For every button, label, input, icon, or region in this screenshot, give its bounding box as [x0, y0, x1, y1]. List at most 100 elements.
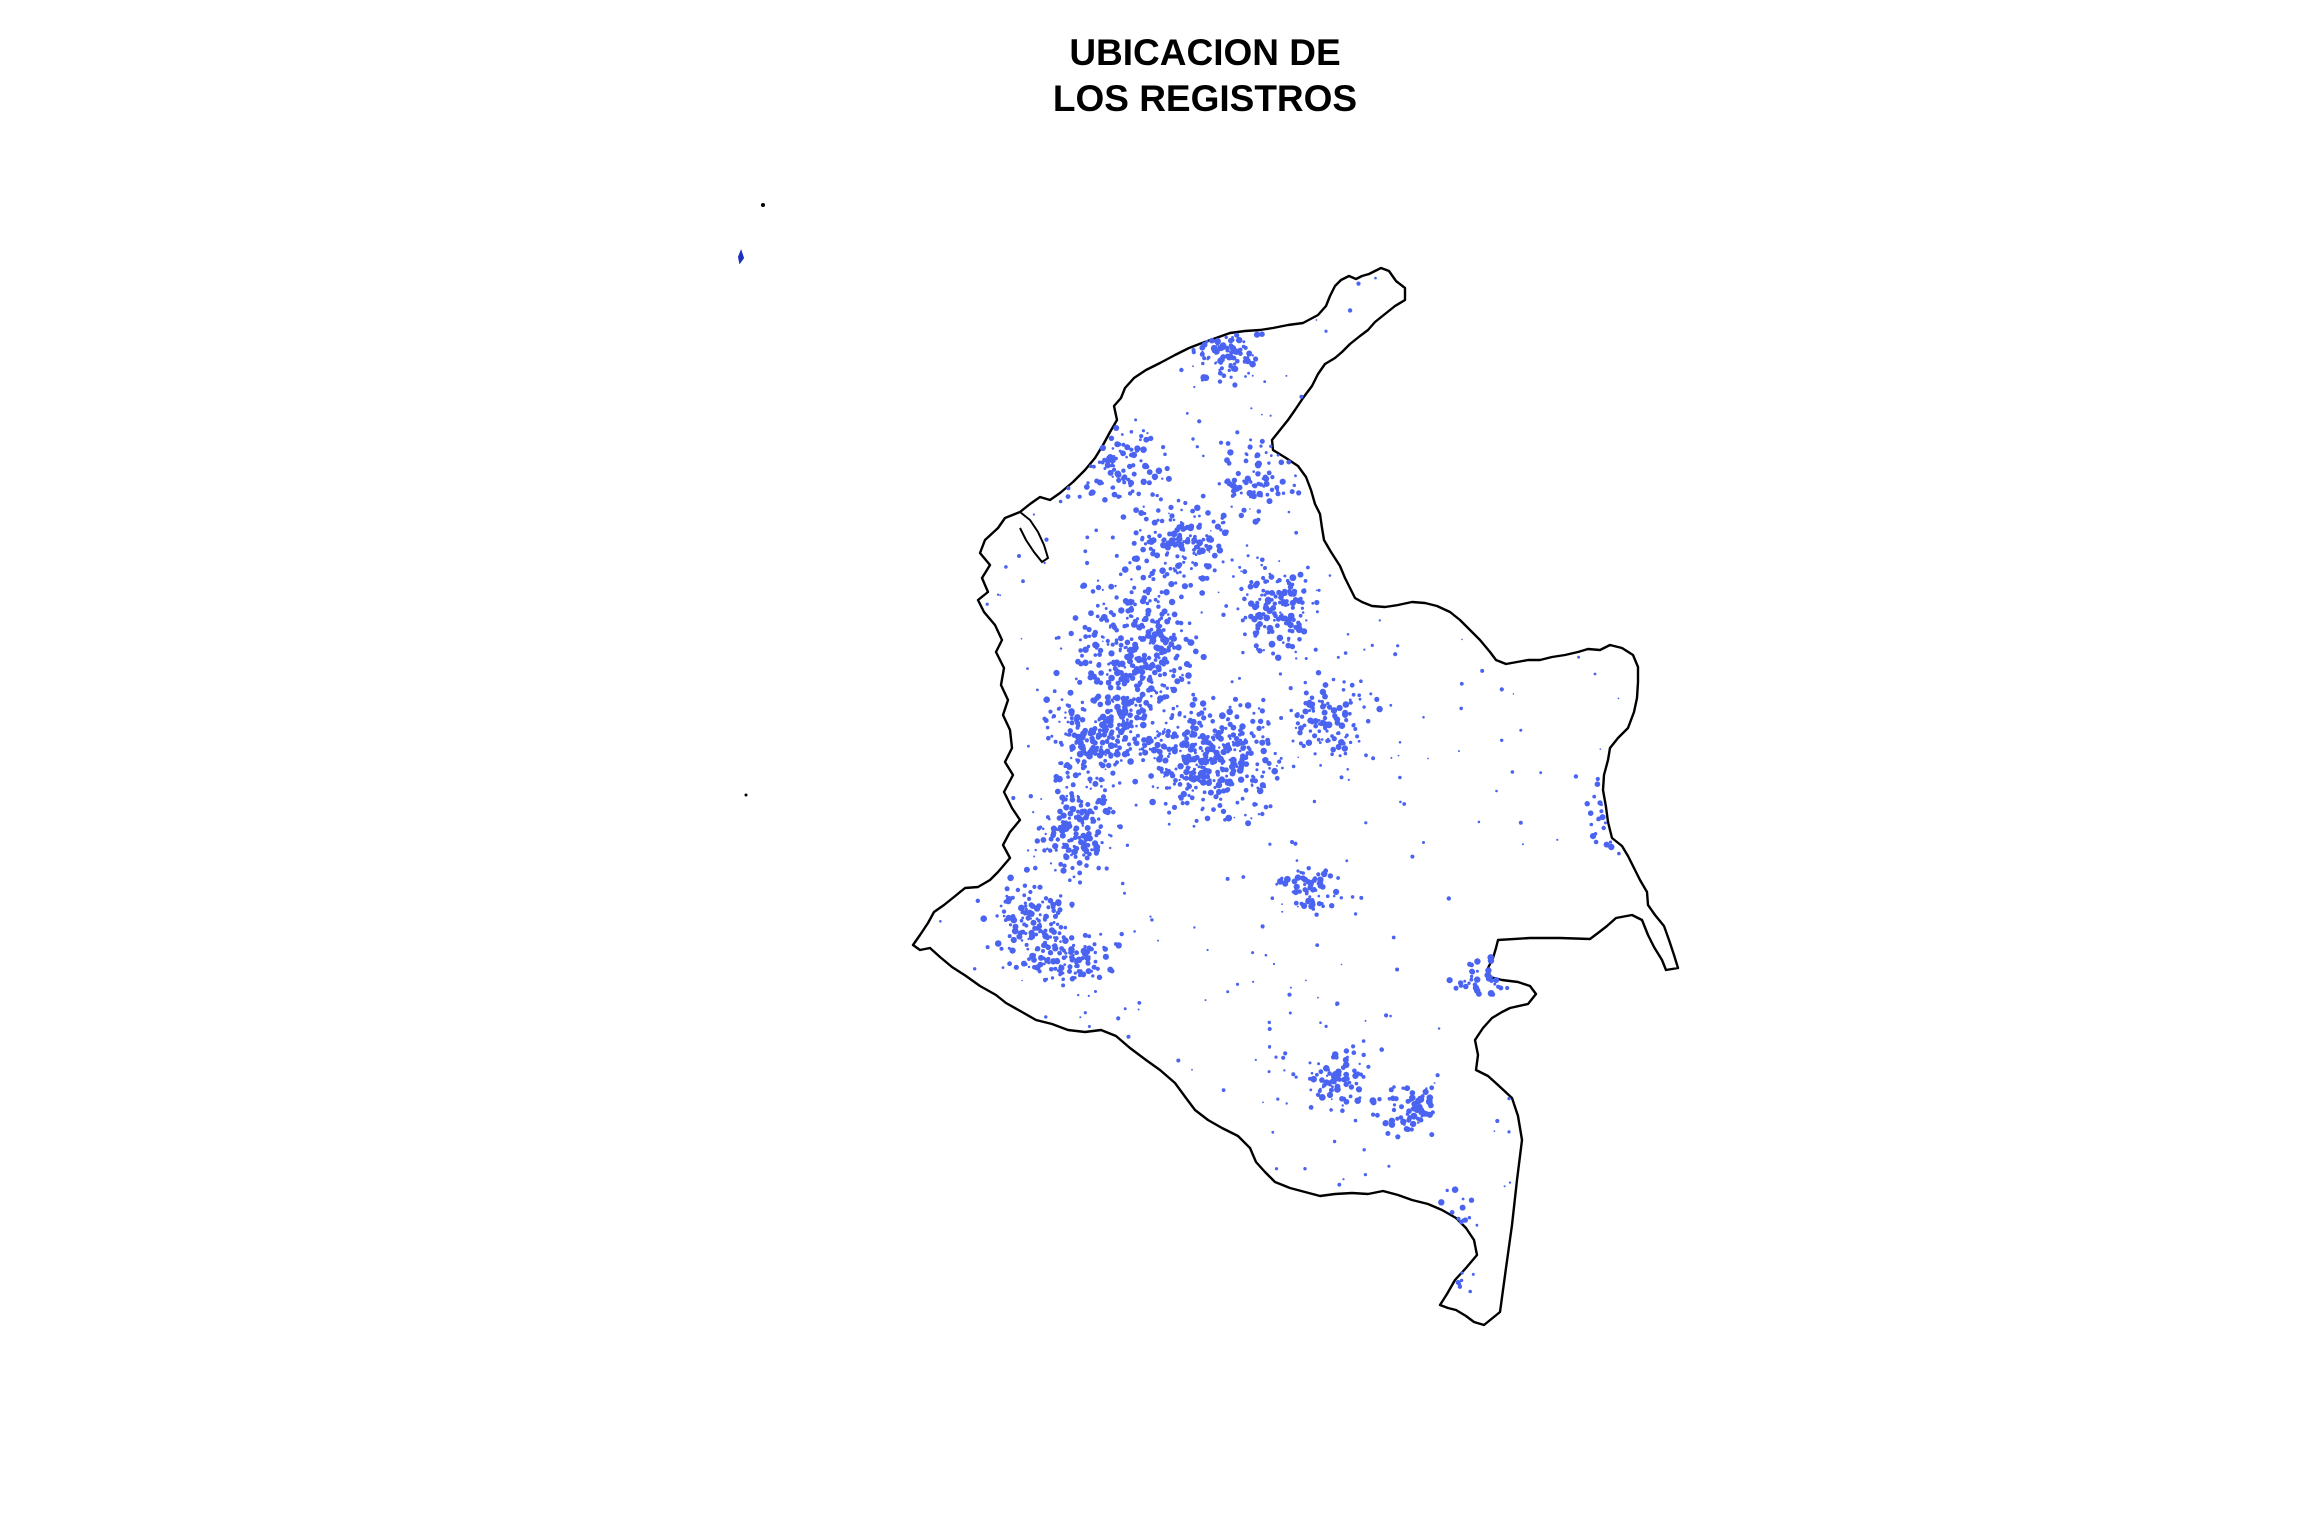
record-point	[1075, 758, 1078, 761]
record-point	[1322, 703, 1327, 708]
record-point	[1132, 585, 1137, 590]
record-point	[1299, 714, 1305, 719]
record-point	[1105, 680, 1112, 686]
record-point	[1358, 697, 1362, 701]
record-point	[1087, 674, 1094, 681]
record-point	[1088, 660, 1093, 664]
record-point	[1112, 467, 1117, 472]
record-point	[1163, 801, 1168, 806]
record-point	[1080, 971, 1087, 978]
record-point	[1080, 700, 1085, 705]
record-point	[1148, 546, 1153, 551]
record-point	[1263, 785, 1267, 789]
record-point	[1328, 574, 1332, 577]
record-point	[1109, 456, 1116, 464]
record-point	[1263, 804, 1269, 810]
record-point	[1077, 870, 1083, 876]
record-point	[1065, 494, 1071, 499]
record-point	[1151, 577, 1156, 582]
record-point	[1150, 492, 1155, 497]
record-point	[1117, 722, 1122, 728]
record-point	[1387, 1164, 1391, 1168]
record-point	[1269, 590, 1275, 596]
record-point	[1159, 738, 1163, 742]
record-point	[1109, 624, 1112, 627]
record-point	[1107, 748, 1110, 752]
record-point	[1185, 536, 1191, 541]
record-point	[1091, 818, 1097, 824]
record-point	[1123, 677, 1130, 684]
record-point	[1097, 701, 1104, 708]
record-point	[1101, 588, 1104, 592]
record-point	[1599, 814, 1606, 821]
record-point	[1239, 586, 1244, 592]
record-point	[1162, 628, 1166, 632]
record-point	[1240, 570, 1243, 573]
record-point	[1191, 692, 1196, 697]
record-point	[1194, 818, 1199, 823]
record-point	[1278, 596, 1281, 599]
record-point	[1060, 867, 1067, 874]
record-point	[1277, 578, 1282, 583]
record-point	[999, 904, 1003, 908]
record-point	[1134, 803, 1138, 807]
record-point	[1097, 479, 1103, 486]
record-point	[1132, 778, 1139, 785]
record-point	[1364, 1019, 1367, 1022]
record-point	[1058, 761, 1062, 765]
record-point	[1032, 925, 1038, 931]
record-point	[1183, 715, 1187, 719]
record-point	[1131, 540, 1137, 546]
record-point	[1103, 729, 1107, 733]
record-point	[1042, 932, 1049, 940]
record-point	[1194, 635, 1199, 640]
record-point	[1339, 896, 1344, 900]
record-point	[1170, 637, 1175, 642]
record-point	[1499, 687, 1504, 692]
record-point	[1162, 709, 1166, 713]
record-point	[1156, 786, 1159, 789]
record-point	[1284, 619, 1288, 624]
record-point	[1153, 530, 1157, 534]
record-point	[1178, 620, 1184, 626]
record-point	[1593, 672, 1597, 676]
record-point	[1309, 695, 1315, 701]
record-point	[1469, 969, 1476, 975]
record-point	[1278, 672, 1282, 676]
record-point	[1168, 518, 1173, 522]
record-point	[1297, 756, 1299, 759]
record-point	[985, 945, 990, 950]
record-point	[1159, 567, 1166, 574]
record-point	[1279, 611, 1282, 614]
record-point	[1129, 730, 1133, 734]
record-point	[1353, 1072, 1359, 1078]
record-point	[1259, 331, 1265, 338]
record-point	[1336, 655, 1340, 659]
record-point	[1240, 618, 1245, 623]
record-point	[1330, 752, 1334, 756]
record-point	[1388, 1087, 1394, 1093]
record-point	[1608, 843, 1615, 851]
record-point	[1213, 785, 1217, 790]
record-point	[1260, 774, 1264, 779]
record-point	[1096, 865, 1101, 871]
record-point	[1118, 781, 1122, 785]
record-point	[1247, 444, 1253, 450]
record-point	[1197, 522, 1202, 527]
record-point	[1437, 1027, 1441, 1030]
record-point	[1371, 1112, 1376, 1117]
record-point	[1257, 707, 1261, 710]
record-point	[1069, 797, 1076, 803]
record-point	[1088, 610, 1094, 617]
record-point	[1170, 530, 1178, 538]
record-point	[1274, 1055, 1278, 1059]
record-point	[1253, 643, 1259, 649]
record-point	[1021, 916, 1025, 920]
record-point	[1048, 709, 1053, 714]
record-point	[1041, 827, 1045, 831]
record-point	[1485, 967, 1492, 974]
record-point	[1253, 778, 1258, 784]
record-point	[1468, 1289, 1472, 1294]
record-point	[1177, 782, 1183, 787]
record-point	[1195, 445, 1199, 449]
